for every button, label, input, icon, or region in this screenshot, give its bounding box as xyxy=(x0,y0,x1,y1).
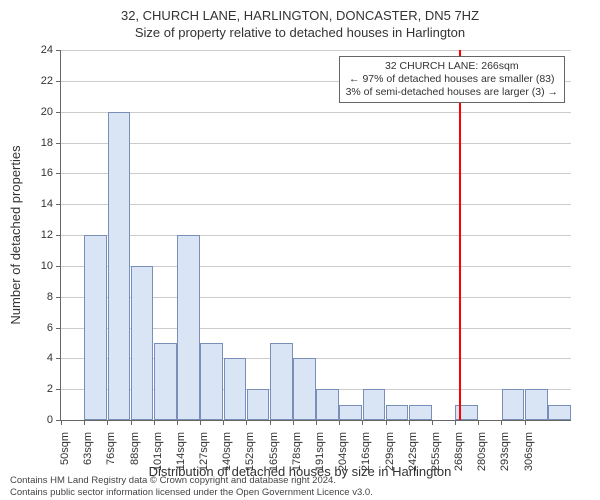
grid-line xyxy=(61,112,571,113)
bar xyxy=(409,405,432,420)
y-tick-label: 2 xyxy=(47,383,53,395)
bar xyxy=(339,405,362,420)
x-tick xyxy=(84,420,85,425)
y-axis-title: Number of detached properties xyxy=(8,145,23,324)
bar xyxy=(224,358,247,420)
x-tick xyxy=(386,420,387,425)
y-tick-label: 4 xyxy=(47,352,53,364)
bar xyxy=(502,389,525,420)
x-tick xyxy=(316,420,317,425)
x-tick-label: 63sqm xyxy=(82,432,94,465)
grid-line xyxy=(61,173,571,174)
x-tick xyxy=(409,420,410,425)
chart-title: 32, CHURCH LANE, HARLINGTON, DONCASTER, … xyxy=(0,0,600,23)
chart-container: 32, CHURCH LANE, HARLINGTON, DONCASTER, … xyxy=(0,0,600,500)
y-tick xyxy=(56,112,61,113)
x-tick xyxy=(154,420,155,425)
x-tick xyxy=(478,420,479,425)
bar xyxy=(247,389,270,420)
bar xyxy=(270,343,293,420)
y-tick-label: 20 xyxy=(41,106,53,118)
highlight-marker xyxy=(459,50,461,420)
x-tick xyxy=(61,420,62,425)
y-tick xyxy=(56,389,61,390)
y-tick-label: 8 xyxy=(47,291,53,303)
y-tick xyxy=(56,266,61,267)
bar xyxy=(548,405,571,420)
footer-line-2: Contains public sector information licen… xyxy=(10,487,373,498)
bar xyxy=(525,389,548,420)
bar xyxy=(316,389,339,420)
x-tick-label: 50sqm xyxy=(59,432,71,465)
x-tick xyxy=(200,420,201,425)
annotation-line-1: 32 CHURCH LANE: 266sqm xyxy=(346,60,558,73)
x-tick xyxy=(293,420,294,425)
y-tick xyxy=(56,143,61,144)
grid-line xyxy=(61,204,571,205)
x-tick-label: 76sqm xyxy=(105,432,117,465)
bar xyxy=(200,343,223,420)
y-tick-label: 14 xyxy=(41,198,53,210)
footer-line-1: Contains HM Land Registry data © Crown c… xyxy=(10,475,373,486)
x-tick xyxy=(246,420,247,425)
y-tick xyxy=(56,173,61,174)
grid-line xyxy=(61,235,571,236)
highlight-annotation: 32 CHURCH LANE: 266sqm ← 97% of detached… xyxy=(339,56,565,103)
x-tick xyxy=(131,420,132,425)
y-tick xyxy=(56,235,61,236)
bar xyxy=(177,235,200,420)
y-tick-label: 0 xyxy=(47,414,53,426)
x-tick xyxy=(339,420,340,425)
x-tick xyxy=(525,420,526,425)
x-tick xyxy=(223,420,224,425)
y-tick xyxy=(56,81,61,82)
y-tick xyxy=(56,358,61,359)
grid-line xyxy=(61,50,571,51)
x-tick xyxy=(501,420,502,425)
annotation-line-2: ← 97% of detached houses are smaller (83… xyxy=(346,73,558,86)
y-tick xyxy=(56,50,61,51)
x-tick-label: 88sqm xyxy=(129,432,141,465)
y-tick xyxy=(56,297,61,298)
y-tick-label: 6 xyxy=(47,322,53,334)
x-tick xyxy=(270,420,271,425)
y-tick-label: 18 xyxy=(41,137,53,149)
annotation-line-3: 3% of semi-detached houses are larger (3… xyxy=(346,86,558,99)
bar xyxy=(363,389,386,420)
chart-subtitle: Size of property relative to detached ho… xyxy=(0,23,600,40)
y-tick-label: 24 xyxy=(41,44,53,56)
x-tick xyxy=(362,420,363,425)
x-tick xyxy=(432,420,433,425)
bar xyxy=(131,266,154,420)
bar xyxy=(154,343,177,420)
x-tick xyxy=(177,420,178,425)
x-tick xyxy=(107,420,108,425)
x-tick xyxy=(455,420,456,425)
y-tick-label: 12 xyxy=(41,229,53,241)
grid-line xyxy=(61,143,571,144)
y-tick-label: 22 xyxy=(41,75,53,87)
y-tick-label: 10 xyxy=(41,260,53,272)
footer-attribution: Contains HM Land Registry data © Crown c… xyxy=(10,475,373,498)
y-tick xyxy=(56,328,61,329)
bar xyxy=(293,358,316,420)
bar xyxy=(84,235,107,420)
y-tick xyxy=(56,204,61,205)
chart-plot-area: 32 CHURCH LANE: 266sqm ← 97% of detached… xyxy=(60,50,571,421)
bar xyxy=(108,112,131,420)
bar xyxy=(386,405,409,420)
y-tick-label: 16 xyxy=(41,167,53,179)
